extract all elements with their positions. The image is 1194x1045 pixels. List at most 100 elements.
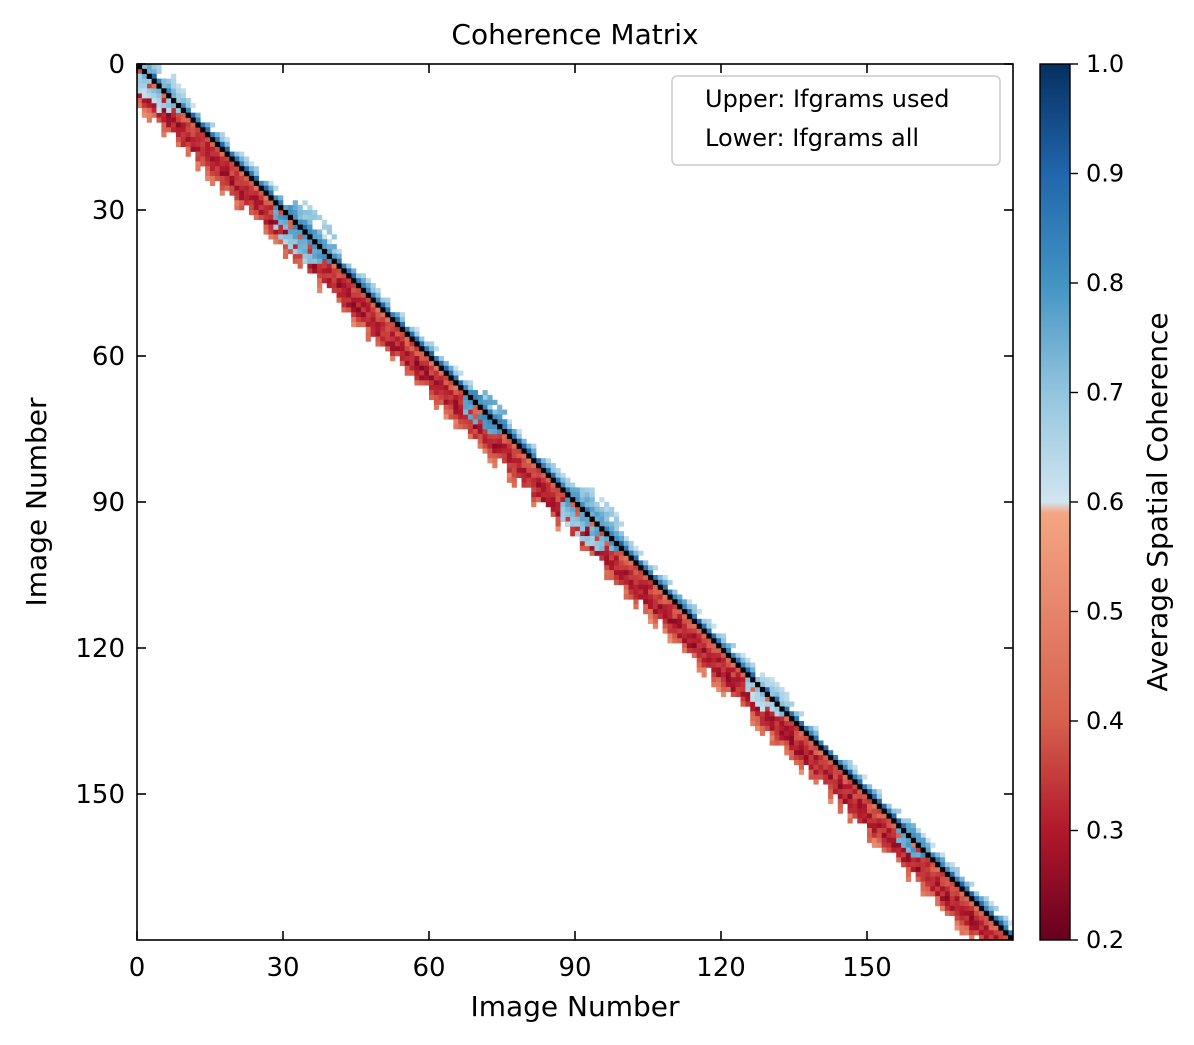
heatmap-cell — [935, 886, 941, 892]
heatmap-cell — [594, 545, 600, 551]
heatmap-cell — [292, 224, 298, 230]
heatmap-cell — [803, 745, 809, 751]
heatmap-cell — [151, 73, 157, 79]
heatmap-cell — [210, 166, 216, 172]
heatmap-cell — [429, 341, 435, 347]
x-tick-label: 30 — [266, 953, 299, 983]
heatmap-cell — [458, 370, 464, 376]
heatmap-cell — [871, 794, 878, 800]
heatmap-cell — [774, 735, 780, 741]
heatmap-cell — [735, 667, 741, 673]
heatmap-cell — [467, 399, 474, 405]
heatmap-cell — [307, 219, 313, 225]
heatmap-cell — [672, 633, 678, 639]
heatmap-cell — [667, 599, 673, 605]
heatmap-cell — [219, 175, 225, 182]
heatmap-cell — [643, 560, 649, 566]
heatmap-cell — [725, 662, 732, 668]
heatmap-cell — [813, 740, 819, 746]
heatmap-cell — [151, 64, 157, 70]
heatmap-cell — [823, 745, 829, 751]
heatmap-cell — [443, 365, 449, 371]
heatmap-cell — [750, 706, 756, 712]
heatmap-cell — [764, 711, 770, 717]
heatmap-cell — [901, 832, 907, 839]
heatmap-cell — [716, 648, 722, 654]
heatmap-cell — [740, 701, 746, 707]
heatmap-cell — [419, 341, 425, 347]
heatmap-cell — [545, 502, 551, 508]
heatmap-cell — [798, 711, 805, 717]
heatmap-cell — [210, 132, 216, 138]
heatmap-cell — [959, 891, 965, 897]
heatmap-cell — [351, 317, 357, 323]
heatmap-cell — [721, 662, 727, 668]
heatmap-cell — [667, 589, 673, 595]
heatmap-cell — [609, 521, 615, 527]
heatmap-cell — [516, 443, 522, 449]
heatmap-cell — [594, 531, 600, 537]
heatmap-cell — [346, 302, 352, 308]
heatmap-cell — [686, 628, 693, 634]
heatmap-cell — [618, 565, 624, 571]
heatmap-cell — [964, 930, 970, 936]
heatmap-cell — [623, 565, 629, 571]
heatmap-cell — [759, 686, 766, 693]
heatmap-cell — [137, 64, 143, 70]
heatmap-cell — [380, 336, 386, 342]
heatmap-cell — [224, 166, 230, 172]
heatmap-cell — [876, 789, 882, 795]
heatmap-cell — [253, 175, 259, 182]
heatmap-cell — [419, 370, 425, 376]
heatmap-cell — [808, 750, 814, 756]
heatmap-cell — [915, 828, 921, 834]
heatmap-cell — [896, 847, 902, 853]
heatmap-cell — [575, 506, 581, 513]
heatmap-cell — [205, 151, 211, 157]
heatmap-cell — [424, 370, 430, 376]
heatmap-cell — [925, 857, 931, 863]
heatmap-cell — [988, 920, 994, 926]
heatmap-cell — [769, 686, 775, 693]
heatmap-cell — [769, 716, 775, 722]
heatmap-cell — [969, 910, 975, 916]
heatmap-cell — [691, 604, 697, 610]
heatmap-cell — [978, 915, 985, 921]
heatmap-cell — [248, 205, 255, 211]
heatmap-cell — [453, 390, 459, 396]
heatmap-cell — [156, 83, 162, 89]
heatmap-cell — [930, 876, 936, 882]
heatmap-cell — [550, 497, 556, 503]
heatmap-cell — [944, 862, 951, 868]
heatmap-cell — [935, 862, 941, 868]
heatmap-cell — [643, 570, 649, 576]
heatmap-cell — [472, 390, 478, 396]
heatmap-cell — [356, 283, 362, 289]
heatmap-cell — [886, 808, 892, 814]
heatmap-cell — [555, 526, 561, 532]
heatmap-cell — [497, 448, 503, 454]
heatmap-cell — [613, 536, 620, 542]
heatmap-cell — [969, 935, 975, 941]
heatmap-cell — [433, 394, 440, 401]
heatmap-cell — [463, 419, 469, 425]
heatmap-cell — [482, 448, 488, 454]
heatmap-cell — [438, 375, 444, 381]
heatmap-cell — [915, 847, 921, 853]
heatmap-cell — [721, 677, 727, 683]
heatmap-cell — [224, 151, 230, 157]
heatmap-cell — [370, 307, 376, 313]
heatmap-cell — [915, 871, 921, 878]
heatmap-cell — [317, 287, 323, 294]
heatmap-cell — [394, 346, 401, 352]
heatmap-cell — [901, 823, 907, 829]
heatmap-cell — [365, 307, 371, 313]
heatmap-cell — [672, 638, 678, 644]
heatmap-cell — [331, 273, 337, 279]
heatmap-cell — [156, 117, 162, 123]
heatmap-cell — [268, 180, 274, 186]
heatmap-cell — [443, 375, 449, 381]
heatmap-cell — [871, 842, 878, 848]
heatmap-cell — [876, 823, 882, 829]
heatmap-cell — [896, 837, 902, 843]
